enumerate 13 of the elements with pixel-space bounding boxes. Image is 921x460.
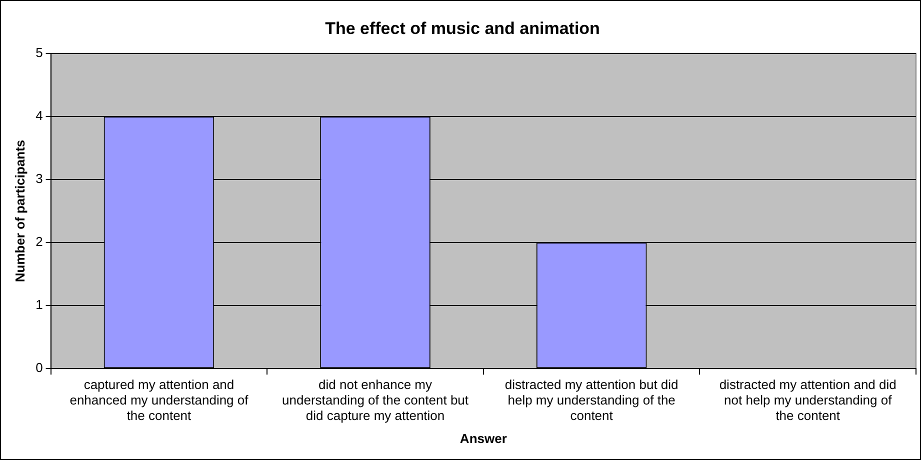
y-tick-label: 1	[36, 297, 43, 312]
x-tick-label: distracted my attention and did not help my understanding of the content	[719, 376, 896, 424]
y-tick-label: 5	[36, 44, 43, 60]
x-tick-label: captured my attention and enhanced my understanding of the content	[70, 376, 249, 424]
chart-title: The effect of music and animation	[325, 18, 600, 38]
x-axis-title: Answer	[460, 430, 507, 446]
x-tick-label: did not enhance my understanding of the content but did capture my attention	[282, 376, 469, 424]
x-tick-label: distracted my attention but did help my understanding of the content	[504, 376, 678, 424]
y-tick-label: 3	[36, 171, 43, 186]
y-tick-label: 2	[36, 234, 43, 250]
y-tick-label: 0	[36, 360, 43, 376]
y-axis-title: Number of participants	[12, 140, 28, 282]
y-tick-label: 4	[36, 108, 43, 124]
